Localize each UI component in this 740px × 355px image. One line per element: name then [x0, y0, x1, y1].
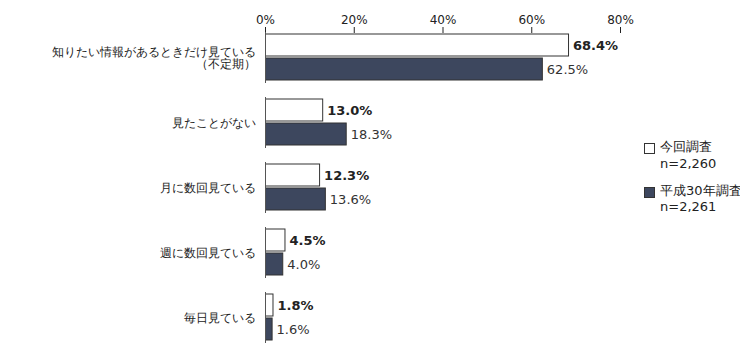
- svg-text:68.4%: 68.4%: [573, 38, 618, 53]
- svg-text:見たことがない: 見たことがない: [172, 116, 256, 130]
- svg-text:12.3%: 12.3%: [324, 168, 369, 183]
- svg-text:1.8%: 1.8%: [277, 298, 313, 313]
- svg-text:1.6%: 1.6%: [277, 322, 310, 337]
- svg-text:20%: 20%: [341, 13, 368, 27]
- svg-text:40%: 40%: [430, 13, 457, 27]
- svg-text:4.5%: 4.5%: [289, 233, 325, 248]
- svg-text:80%: 80%: [607, 13, 634, 27]
- svg-text:62.5%: 62.5%: [547, 62, 588, 77]
- svg-text:18.3%: 18.3%: [351, 127, 392, 142]
- svg-text:60%: 60%: [518, 13, 545, 27]
- svg-text:毎日見ている: 毎日見ている: [184, 311, 256, 325]
- svg-text:0%: 0%: [256, 13, 275, 27]
- svg-text:月に数回見ている: 月に数回見ている: [160, 181, 256, 195]
- svg-text:4.0%: 4.0%: [287, 257, 320, 272]
- html-text:今回調査 n=2,260: 今回調査 n=2,260: [660, 138, 717, 171]
- svg-text:知りたい情報があるときだけ見ている（不定期）: 知りたい情報があるときだけ見ている（不定期）: [52, 45, 256, 71]
- svg-text:13.6%: 13.6%: [330, 192, 371, 207]
- svg-text:13.0%: 13.0%: [327, 103, 372, 118]
- svg-text:週に数回見ている: 週に数回見ている: [160, 246, 256, 260]
